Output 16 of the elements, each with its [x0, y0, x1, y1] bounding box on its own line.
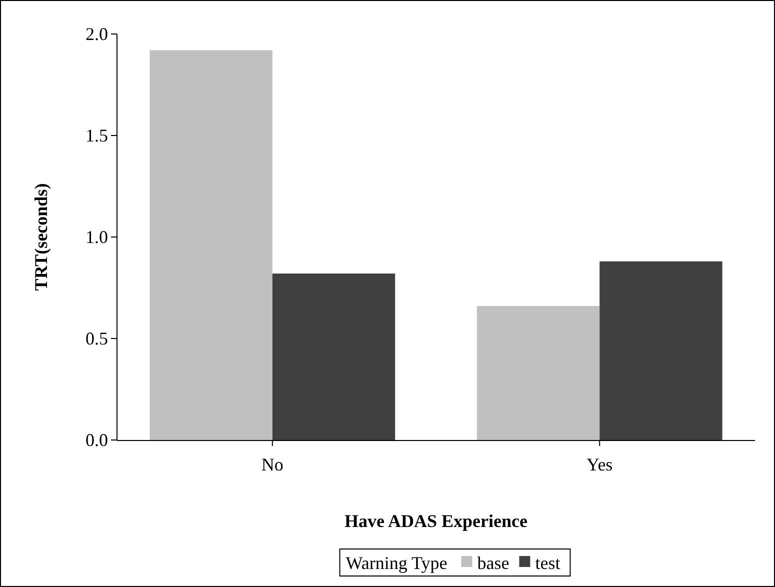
legend-title: Warning Type [346, 553, 448, 573]
x-axis-title: Have ADAS Experience [344, 511, 528, 531]
y-tick-label: 1.5 [86, 125, 108, 146]
y-tick-label: 0.0 [86, 430, 108, 450]
bar [272, 274, 396, 440]
legend-label: base [477, 553, 510, 573]
y-tick-label: 2.0 [86, 24, 108, 44]
y-tick-label: 0.5 [86, 328, 108, 348]
y-axis-title: TRT(seconds) [31, 183, 51, 291]
x-tick-label: Yes [586, 454, 613, 475]
legend-label: test [535, 553, 560, 573]
bar [150, 50, 272, 440]
bar [476, 306, 600, 440]
x-tick-label: No [261, 454, 284, 475]
bar [600, 261, 722, 440]
y-tick-label: 1.0 [86, 226, 108, 247]
